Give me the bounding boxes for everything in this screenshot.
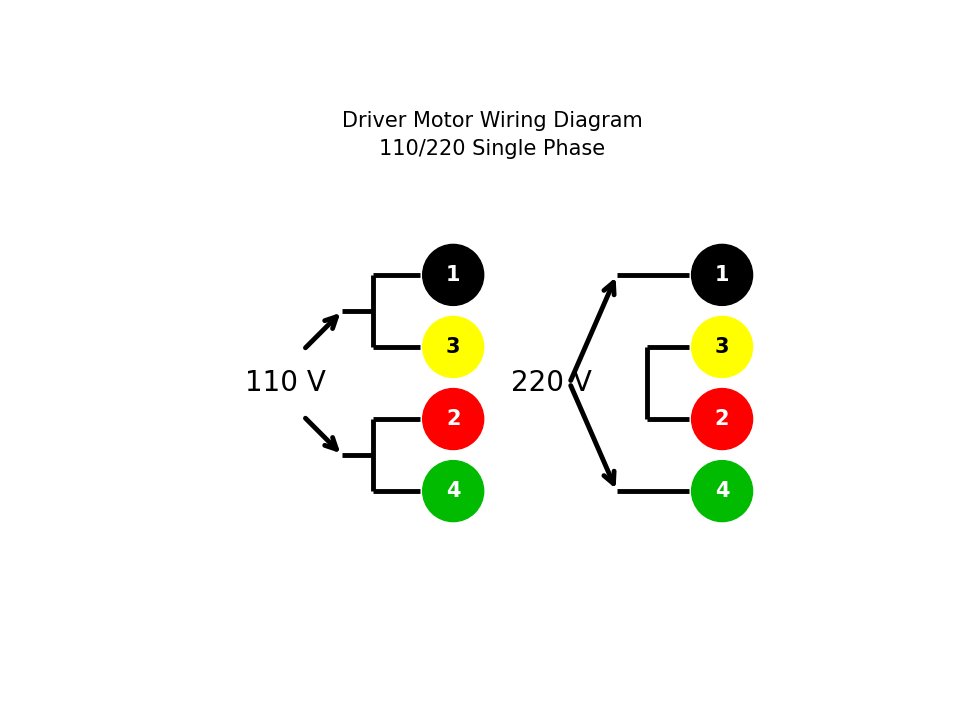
Text: 4: 4 <box>715 481 730 501</box>
Text: 1: 1 <box>715 265 730 285</box>
Circle shape <box>422 461 484 521</box>
Text: 220 V: 220 V <box>512 369 592 397</box>
Text: 4: 4 <box>446 481 461 501</box>
Text: 110 V: 110 V <box>246 369 326 397</box>
Text: 1: 1 <box>446 265 461 285</box>
Circle shape <box>691 389 753 449</box>
Circle shape <box>691 244 753 305</box>
Circle shape <box>422 389 484 449</box>
Circle shape <box>422 244 484 305</box>
Text: Driver Motor Wiring Diagram: Driver Motor Wiring Diagram <box>342 112 642 131</box>
Circle shape <box>422 317 484 377</box>
Text: 110/220 Single Phase: 110/220 Single Phase <box>379 139 605 159</box>
Text: 3: 3 <box>715 337 730 357</box>
Circle shape <box>691 461 753 521</box>
Text: 2: 2 <box>715 409 730 429</box>
Circle shape <box>691 317 753 377</box>
Text: 2: 2 <box>446 409 461 429</box>
Text: 3: 3 <box>446 337 461 357</box>
